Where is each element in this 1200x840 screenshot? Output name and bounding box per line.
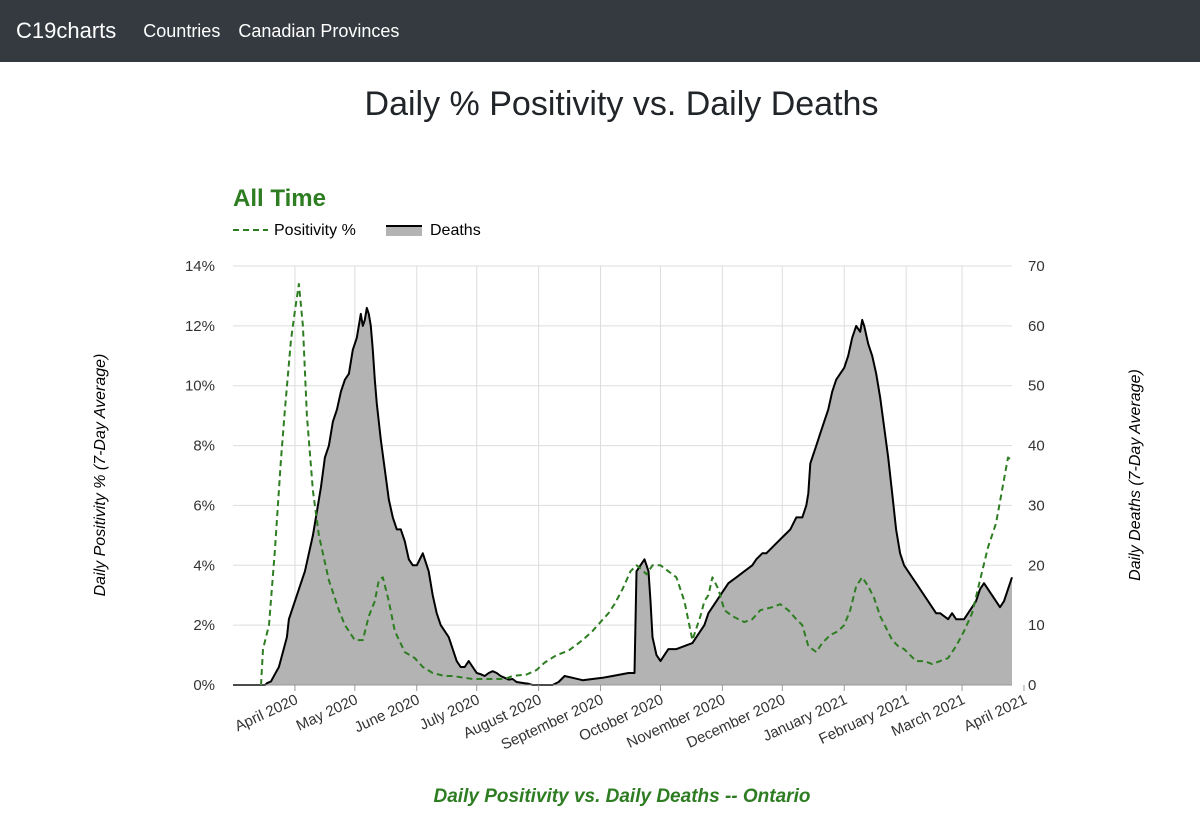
legend-swatch-deaths bbox=[386, 226, 422, 236]
deaths-line bbox=[233, 306, 1013, 686]
y-tick-right: 50 bbox=[1028, 378, 1045, 395]
legend-label-deaths: Deaths bbox=[430, 222, 481, 239]
y-tick-right: 70 bbox=[1028, 258, 1045, 275]
y-tick-left: 12% bbox=[185, 318, 215, 335]
chart-subtitle: Daily Positivity vs. Daily Deaths -- Ont… bbox=[434, 786, 811, 807]
x-tick-label: May 2020 bbox=[294, 691, 361, 734]
y-tick-left: 6% bbox=[193, 497, 215, 514]
chart-title: All Time bbox=[233, 185, 326, 212]
series-layer bbox=[233, 283, 1013, 686]
y-axis-title-right: Daily Deaths (7-Day Average) bbox=[1127, 369, 1144, 581]
y-tick-left: 4% bbox=[193, 557, 215, 574]
nav-link-countries[interactable]: Countries bbox=[143, 20, 221, 41]
y-axis-title-left: Daily Positivity % (7-Day Average) bbox=[92, 354, 109, 597]
legend-label-positivity: Positivity % bbox=[274, 222, 356, 239]
y-tick-right: 0 bbox=[1028, 677, 1036, 694]
axes bbox=[233, 684, 1025, 691]
y-tick-left: 14% bbox=[185, 258, 215, 275]
y-tick-left: 2% bbox=[193, 617, 215, 634]
y-tick-right: 10 bbox=[1028, 617, 1045, 634]
y-tick-left: 0% bbox=[193, 677, 215, 694]
y-tick-right: 60 bbox=[1028, 318, 1045, 335]
y-tick-right: 40 bbox=[1028, 438, 1045, 455]
y-tick-right: 20 bbox=[1028, 557, 1045, 574]
brand-link[interactable]: C19charts bbox=[16, 18, 117, 43]
page-title: Daily % Positivity vs. Daily Deaths bbox=[364, 85, 879, 123]
y-tick-left: 8% bbox=[193, 438, 215, 455]
y-tick-right: 30 bbox=[1028, 497, 1045, 514]
x-tick-label: June 2020 bbox=[352, 691, 423, 736]
positivity-line bbox=[260, 283, 1013, 686]
x-tick-label: April 2020 bbox=[232, 691, 300, 735]
x-tick-label: April 2021 bbox=[961, 691, 1029, 735]
deaths-area bbox=[233, 307, 1012, 685]
chart-text: 0% 0 2% 10 4% 20 6% 30 8% 40 10% 50 12% 60 14% 70 April … bbox=[92, 185, 1144, 807]
navbar: C19charts Countries Canadian Provinces bbox=[0, 0, 1200, 62]
nav-link-canadian-provinces[interactable]: Canadian Provinces bbox=[238, 20, 400, 41]
y-tick-left: 10% bbox=[185, 378, 215, 395]
